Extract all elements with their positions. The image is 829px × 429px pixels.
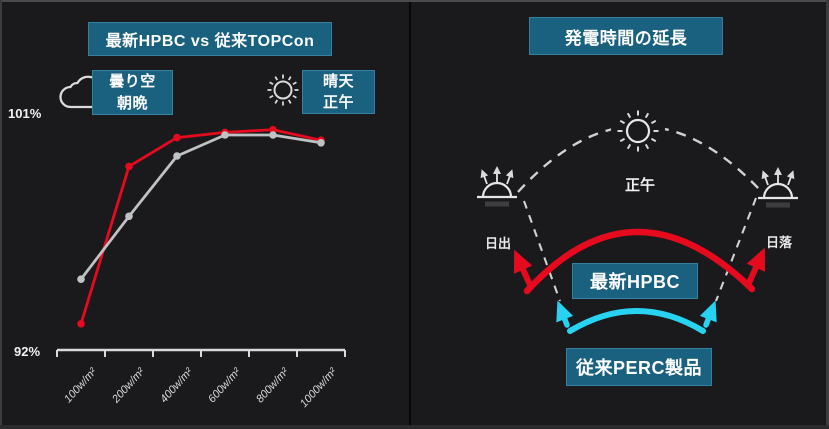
sun-path-dashed-arc	[517, 124, 761, 193]
sun-mask	[611, 102, 665, 156]
cloudy-line2: 朝晩	[116, 94, 148, 112]
x-axis-labels: 100w/m² 200w/m² 400w/m² 600w/m² 800w/m² 1000w…	[62, 366, 339, 410]
frame-edge-left	[0, 0, 2, 429]
sun-ray	[287, 76, 292, 81]
sun-rays	[267, 74, 299, 106]
noon-label: 正午	[625, 176, 655, 194]
sun-ray	[650, 119, 657, 125]
chart-series	[77, 125, 325, 328]
perc-arc-badge: 従来PERC製品	[566, 348, 712, 386]
series-point	[317, 139, 325, 147]
sun-path-diagram: 正午 日出 日落	[410, 102, 829, 334]
sun-ray	[626, 112, 632, 119]
series-line-最新HPBC	[79, 128, 322, 325]
y-max-label: 101%	[8, 106, 42, 121]
sun-disc	[625, 118, 651, 144]
sun-ray	[287, 99, 292, 104]
right-panel-title: 発電時間の延長	[529, 17, 723, 55]
cloudy-line1: 曇り空	[109, 73, 156, 91]
series-line-従来TOPCon	[79, 133, 322, 281]
perc-window-right-dashed-line	[715, 197, 757, 302]
series-point	[221, 131, 229, 139]
sun-ray	[269, 81, 274, 86]
sunny-line1: 晴天	[322, 72, 354, 90]
hpbc-arc-badge: 最新HPBC	[572, 263, 698, 299]
hpbc-arrow-right	[746, 247, 765, 286]
sun-ray	[292, 94, 297, 99]
cloudy-legend-text: 曇り空 朝晩	[109, 71, 156, 114]
series-point	[125, 162, 133, 171]
sun-icon	[617, 110, 659, 152]
perc-arc	[567, 308, 706, 334]
x-axis-ticks	[56, 350, 346, 357]
perc-arrow-right	[699, 300, 717, 328]
left-panel-title: 最新HPBC vs 従来TOPCon	[88, 22, 332, 56]
left-panel: 100w/m² 200w/m² 400w/m² 600w/m² 800w/m² 1000w…	[0, 0, 410, 429]
perc-arrow-left	[556, 300, 574, 328]
sunset-label: 日落	[766, 235, 793, 250]
sunrise-icon	[477, 170, 517, 204]
x-tick-label: 1000w/m²	[298, 366, 339, 410]
panel-divider	[409, 0, 411, 429]
perc-window-left-dashed-line	[523, 200, 561, 302]
x-tick-label: 800w/m²	[254, 366, 291, 406]
irradiance-chart: 100w/m² 200w/m² 400w/m² 600w/m² 800w/m² 1000w…	[56, 74, 346, 410]
sun-ray	[619, 119, 626, 125]
frame-edge-bottom	[0, 425, 829, 429]
sun-ray	[644, 143, 650, 150]
sun-icon	[267, 74, 299, 106]
sun-ray	[292, 81, 297, 86]
sun-ray	[644, 112, 650, 119]
sun-ray	[274, 99, 279, 104]
sun-ray	[650, 137, 657, 143]
sunrise-label: 日出	[485, 236, 511, 251]
series-point	[125, 212, 133, 221]
hpbc-arrow-left	[514, 249, 533, 288]
sun-ray	[274, 76, 279, 81]
series-point	[77, 275, 85, 284]
series-point	[173, 152, 181, 160]
y-min-label: 92%	[14, 344, 41, 359]
right-panel: 正午 日出 日落 発電時間の延長 最新HPBC 従来PERC製品	[410, 0, 829, 429]
sunset-icon	[758, 171, 798, 205]
sun-ray	[619, 137, 626, 143]
cloudy-legend-badge: 曇り空 朝晩	[92, 70, 173, 115]
x-tick-label: 100w/m²	[62, 366, 99, 406]
x-tick-label: 600w/m²	[206, 366, 243, 406]
sun-disc	[273, 80, 293, 100]
sunny-legend-badge: 晴天 正午	[302, 70, 375, 114]
series-point	[269, 131, 277, 139]
sun-ray	[626, 143, 632, 150]
hpbc-arc	[523, 228, 756, 295]
sun-ray	[269, 94, 274, 99]
series-point	[173, 133, 181, 142]
sunny-line2: 正午	[322, 94, 354, 111]
series-point	[77, 320, 85, 328]
frame-edge-right	[826, 0, 829, 429]
sun-rays	[617, 110, 659, 152]
series-point	[269, 125, 277, 134]
x-tick-label: 400w/m²	[158, 366, 195, 406]
x-tick-label: 200w/m²	[109, 366, 147, 406]
sunny-legend-text: 晴天 正午	[323, 71, 354, 114]
frame-edge-top	[0, 0, 829, 2]
